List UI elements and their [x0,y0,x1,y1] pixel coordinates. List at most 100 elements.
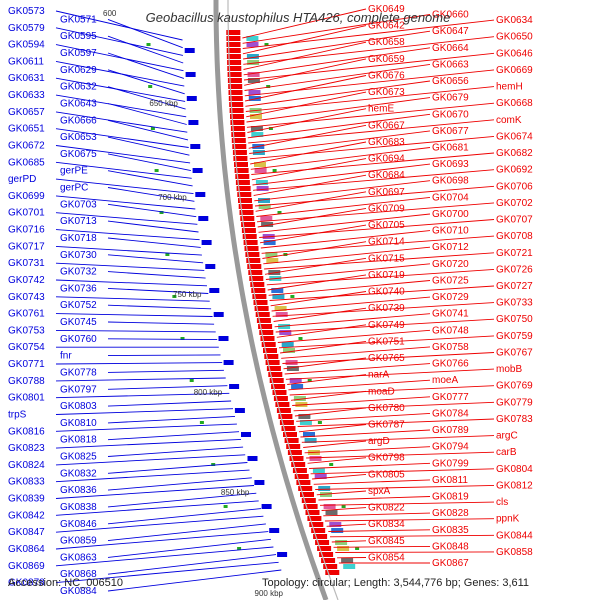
reverse-gene-connector [274,313,431,328]
forward-gene-label: GK0847 [8,527,45,538]
scale-label: 650 kbp [149,99,178,108]
reverse-gene-label: GK0667 [368,120,405,131]
reverse-gene-connector [263,246,431,265]
forward-gene-label: GK0884 [60,586,97,597]
reverse-gene-label: GK0819 [432,492,469,503]
reverse-gene-connector [267,274,367,291]
forward-gene-connector [107,538,271,558]
feature-track-segment [260,216,273,221]
reverse-gene-block [228,84,243,89]
reverse-gene-block [278,414,293,419]
forward-gene-label: GK0839 [8,494,45,505]
reverse-gene-block [269,378,284,383]
reverse-gene-connector [297,418,495,427]
reverse-gene-connector [321,507,367,511]
reverse-gene-label: GK0634 [496,15,533,26]
reverse-gene-block [307,516,322,521]
reverse-gene-label: moeA [432,375,458,386]
forward-gene-label: GK0863 [60,552,97,563]
forward-gene-connector [107,103,187,125]
reverse-gene-label: GK0660 [432,10,469,21]
reverse-gene-label: GK0677 [432,126,469,137]
feature-marker [180,337,185,340]
forward-gene-label: trpS [8,410,27,421]
forward-gene-label: GK0825 [60,452,97,463]
forward-gene-connector [55,111,188,133]
feature-track-segment [289,378,302,383]
reverse-gene-label: GK0668 [496,98,533,109]
reverse-gene-connector [264,257,367,275]
reverse-gene-label: GK0867 [432,558,469,569]
reverse-gene-block [253,300,268,305]
reverse-gene-label: GK0834 [368,519,405,530]
forward-gene-block [261,504,272,509]
feature-track-segment [293,396,306,401]
reverse-gene-block [244,246,259,251]
forward-gene-connector [55,296,210,302]
reverse-gene-label: GK0707 [496,215,533,226]
reverse-gene-connector [255,191,367,212]
reverse-gene-label: spxA [368,486,391,497]
reverse-gene-connector [292,396,431,406]
feature-marker [159,211,164,214]
reverse-gene-block [234,162,248,167]
forward-gene-label: GK0718 [60,233,97,244]
reverse-gene-label: GK0844 [496,530,533,541]
forward-gene-connector [107,477,252,491]
feature-track-segment [304,438,317,443]
reverse-gene-block [284,438,299,443]
reverse-gene-connector [298,424,367,433]
reverse-gene-connector [243,36,495,65]
reverse-gene-label: GK0783 [496,414,533,425]
reverse-gene-block [265,360,280,365]
forward-gene-label: GK0743 [8,292,45,303]
feature-marker [298,337,303,340]
forward-gene-block [269,528,280,533]
reverse-gene-block [250,282,265,287]
forward-gene-connector [55,561,279,584]
reverse-gene-connector [256,202,495,223]
scale-label: 700 kbp [158,193,187,202]
forward-gene-label: GK0771 [8,359,45,370]
reverse-gene-label: GK0759 [496,331,533,342]
forward-gene-block [188,120,199,125]
reverse-gene-block [298,486,313,491]
reverse-gene-label: GK0684 [368,170,405,181]
reverse-gene-label: GK0794 [432,442,469,453]
forward-gene-connector [55,377,226,382]
feature-marker [148,85,153,88]
feature-track-segment [258,204,271,209]
feature-track-segment [343,564,356,569]
forward-gene-label: GK0833 [8,477,45,488]
reverse-gene-connector [253,174,367,196]
forward-gene-connector [107,446,244,457]
forward-gene-label: GK0797 [60,384,97,395]
reverse-gene-block [281,426,296,431]
forward-gene-connector [107,237,201,248]
forward-gene-label: GK0742 [8,275,45,286]
reverse-gene-block [260,336,275,341]
reverse-gene-connector [245,80,431,107]
feature-track-segment [256,186,269,191]
forward-gene-connector [107,170,193,187]
reverse-gene-block [291,462,306,467]
forward-gene-label: GK0832 [60,468,97,479]
reverse-gene-connector [242,8,367,39]
reverse-gene-label: GK0758 [432,342,469,353]
forward-gene-label: GK0864 [8,544,45,555]
forward-gene-label: GK0594 [8,40,45,51]
reverse-gene-label: GK0709 [368,203,405,214]
forward-gene-block [186,96,197,101]
forward-gene-connector [55,10,183,41]
forward-gene-connector [107,462,248,474]
reverse-gene-block [242,234,257,239]
forward-gene-block [201,240,212,245]
reverse-gene-block [231,138,246,143]
reverse-gene-connector [315,484,495,490]
reverse-gene-label: GK0779 [496,397,533,408]
feature-track-segment [247,78,260,83]
forward-gene-block [277,552,288,557]
reverse-gene-label: GK0858 [496,547,533,558]
forward-gene-connector [107,400,232,407]
